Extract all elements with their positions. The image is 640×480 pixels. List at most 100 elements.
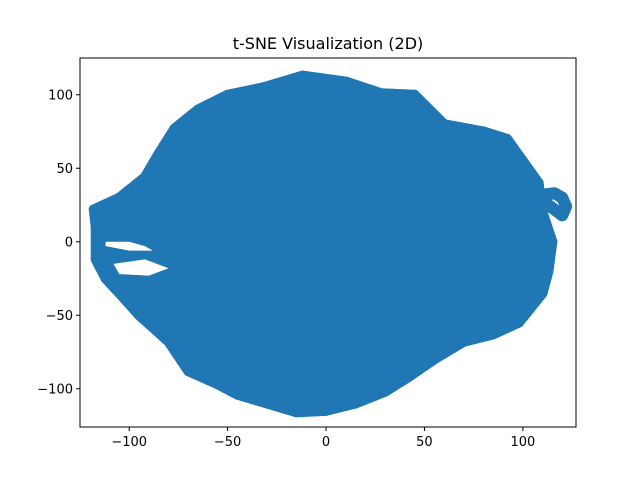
chart-title: t-SNE Visualization (2D) [233,34,424,53]
scatter-point [458,336,469,347]
y-tick-label: −100 [37,382,73,397]
scatter-point [411,366,422,377]
scatter-point [241,392,252,403]
scatter-point [537,288,548,299]
scatter-point [258,82,269,93]
axes-frame [79,57,577,428]
x-tick-label: −100 [111,435,147,450]
scatter-point [169,123,180,134]
y-tick-label: 100 [48,88,73,103]
scatter-point [300,406,311,417]
scatter-point [448,342,459,353]
scatter-point [478,126,489,137]
x-tick-label: 0 [322,435,330,450]
scatter-point [409,89,420,100]
scatter-point [429,354,440,365]
scatter-point [452,121,463,132]
scatter-point [529,298,540,309]
scatter-point [544,256,555,267]
scatter-point [212,379,223,390]
scatter-point [505,321,516,332]
scatter-point [340,400,351,411]
scatter-point [271,401,282,412]
scatter-point [429,109,440,120]
scatter-point [169,346,180,357]
x-tick-label: −50 [214,435,241,450]
scatter-point [352,80,363,91]
scatter-point [340,76,351,87]
scatter-point [438,348,449,359]
scatter-point [543,266,554,277]
scatter-point [312,72,323,83]
scatter-point [177,117,188,128]
scatter-point [330,403,341,414]
scatter-point [159,140,170,151]
scatter-point [144,164,155,175]
scatter-point [118,292,129,303]
scatter-point [521,308,532,319]
scatter-point [387,382,398,393]
scatter-point [131,178,142,189]
scatter-point [360,394,371,405]
scatter-point [517,155,528,166]
scatter-point [544,227,555,238]
scatter-point [261,398,272,409]
scatter-cloud-main [88,70,558,418]
scatter-point [439,119,450,130]
scatter-point [376,88,387,99]
scatter-point [202,374,213,385]
scatter-point [291,407,302,418]
scatter-point [488,329,499,340]
scatter-point [139,172,150,183]
scatter-point [97,200,108,211]
scatter-point [143,318,154,329]
scatter-point [114,192,125,203]
scatter-point [380,386,391,397]
scatter-point [547,236,558,247]
scatter-point [528,170,539,181]
scatter-point [534,187,545,198]
scatter-point [468,334,479,345]
scatter-point [176,356,187,367]
scatter-point [153,148,164,159]
scatter-point [502,133,513,144]
y-tick-label: 50 [56,162,73,177]
scatter-point [163,336,174,347]
scatter-point [284,74,295,85]
scatter-point [149,156,160,167]
scatter-point [398,89,409,100]
scatter-point [123,185,134,196]
scatter-point [420,360,431,371]
scatter-point [164,131,175,142]
scatter-point [496,325,507,336]
scatter-point [90,232,101,243]
scatter-point [546,246,557,257]
scatter-gap-left [105,241,153,251]
scatter-point [494,131,505,142]
scatter-point [297,70,308,81]
scatter-point [364,84,375,95]
scatter-point [536,197,547,208]
scatter-point [246,84,257,95]
scatter-gap-mid [113,259,169,276]
scatter-point [234,87,245,98]
scatter-point [251,395,262,406]
scatter-point [222,89,233,100]
plot-area [88,70,573,418]
scatter-point [112,286,123,297]
scatter-point [533,177,544,188]
scatter-point [465,124,476,135]
scatter-point [213,94,224,105]
scatter-point [395,377,406,388]
scatter-point [512,148,523,159]
scatter-point [310,406,321,417]
scatter-point [513,317,524,328]
scatter-point [387,88,398,99]
scatter-point [183,366,194,377]
scatter-point [478,331,489,342]
scatter-point [193,104,204,115]
scatter-point [507,141,518,152]
scatter-point [537,207,548,218]
y-axis: −100 −50 0 50 100 [37,88,80,397]
